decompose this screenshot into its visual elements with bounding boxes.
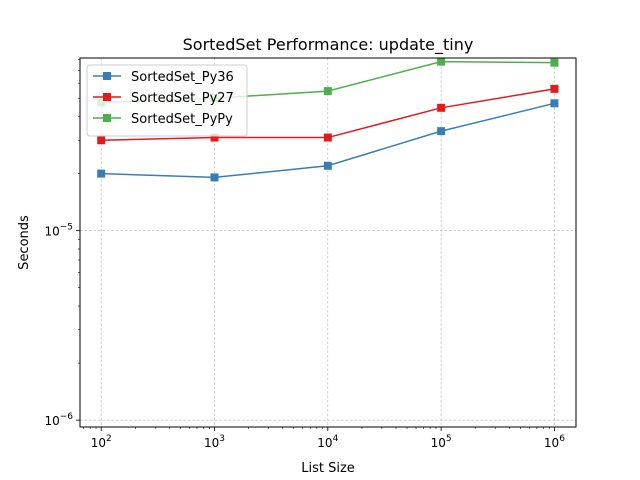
data-point-sortedset-py27 (97, 136, 106, 145)
x-tick-label: 103 (204, 434, 225, 450)
legend-label-sortedset-pypy: SortedSet_PyPy (131, 112, 233, 127)
data-point-sortedset-py36 (323, 161, 332, 170)
x-axis-label: List Size (301, 461, 355, 476)
data-point-sortedset-py36 (437, 127, 446, 136)
data-point-sortedset-pypy (550, 58, 559, 67)
data-point-sortedset-py27 (550, 84, 559, 93)
y-axis-label: Seconds (17, 215, 32, 270)
data-point-sortedset-py27 (210, 133, 219, 142)
grid (80, 58, 576, 427)
legend: SortedSet_Py36 SortedSet_Py27 SortedSet_Py… (86, 64, 248, 137)
legend-swatch-marker-sortedset-py27 (103, 93, 111, 101)
data-point-sortedset-py27 (323, 133, 332, 142)
legend-label-sortedset-py27: SortedSet_Py27 (131, 91, 234, 106)
data-point-sortedset-py36 (210, 173, 219, 182)
data-point-sortedset-pypy (323, 87, 332, 96)
legend-swatch-marker-sortedset-pypy (103, 114, 111, 122)
data-point-sortedset-pypy (437, 57, 446, 66)
data-point-sortedset-py36 (550, 99, 559, 108)
x-tick-label: 104 (317, 434, 338, 450)
legend-swatch-marker-sortedset-py36 (103, 72, 111, 80)
chart-title: SortedSet Performance: update_tiny (183, 35, 474, 55)
data-point-sortedset-py36 (97, 169, 106, 178)
data-point-sortedset-py27 (437, 103, 446, 112)
x-tick-label: 102 (91, 434, 112, 450)
x-tick-label: 106 (544, 434, 565, 450)
legend-box (86, 64, 248, 137)
x-tick-label: 105 (431, 434, 452, 450)
y-tick-label: 10−5 (44, 223, 73, 239)
y-tick-label: 10−6 (44, 412, 73, 428)
axis-ticks: 102 103 104 105 106 10−6 10−5 (44, 59, 565, 450)
legend-label-sortedset-py36: SortedSet_Py36 (131, 70, 234, 85)
